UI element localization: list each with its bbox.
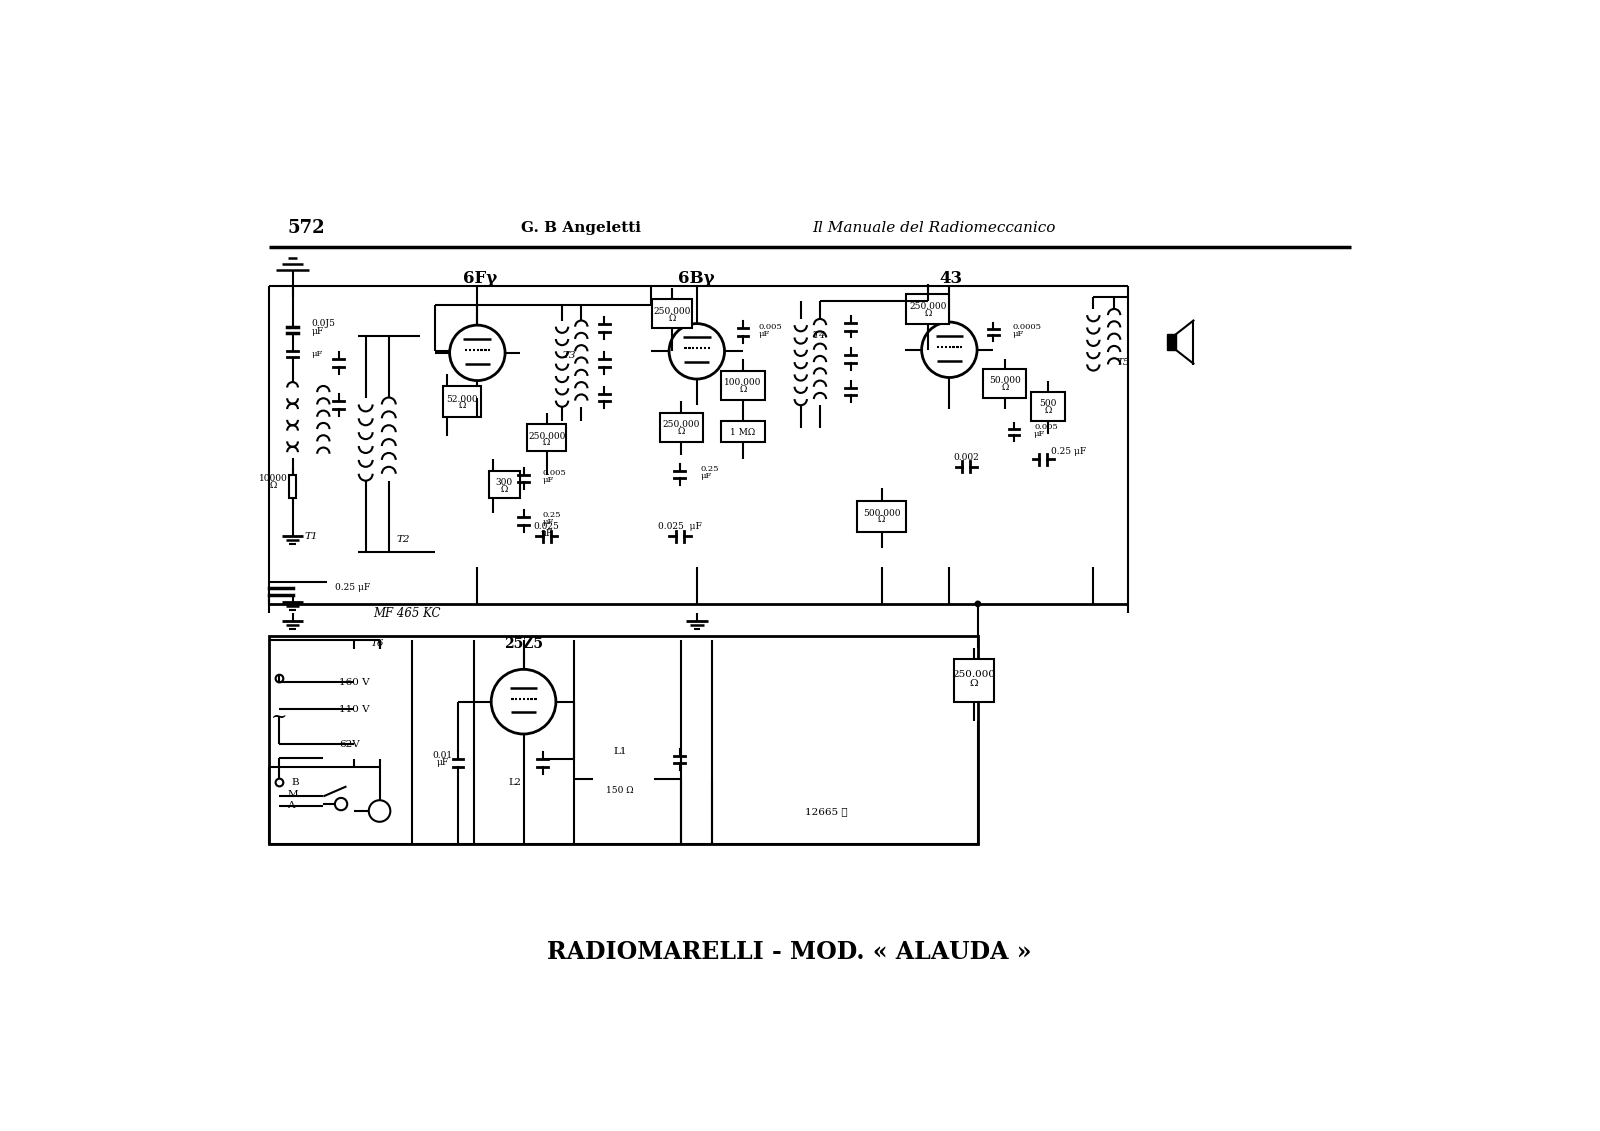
Text: B: B — [291, 778, 299, 787]
Circle shape — [491, 670, 555, 734]
Text: T6: T6 — [371, 639, 384, 648]
Circle shape — [334, 797, 347, 810]
Bar — [984, 369, 1026, 398]
Text: 6Bγ: 6Bγ — [678, 269, 715, 286]
Bar — [1030, 392, 1066, 422]
Text: 43: 43 — [939, 269, 963, 286]
Text: T3: T3 — [562, 351, 576, 360]
Bar — [954, 659, 994, 701]
Text: μF: μF — [541, 529, 552, 538]
Text: 0.25 μF: 0.25 μF — [334, 584, 370, 593]
Text: T2: T2 — [397, 535, 410, 544]
Bar — [653, 299, 693, 328]
Text: M: M — [286, 789, 298, 798]
Text: 250.000: 250.000 — [653, 307, 691, 316]
Text: Il Manuale del Radiomeccanico: Il Manuale del Radiomeccanico — [813, 222, 1056, 235]
Text: G. B Angeletti: G. B Angeletti — [522, 222, 642, 235]
Polygon shape — [1166, 335, 1176, 349]
Bar — [443, 386, 482, 416]
Text: 0.0J5: 0.0J5 — [312, 319, 336, 328]
Text: 500: 500 — [1040, 399, 1056, 408]
Text: Ω: Ω — [878, 516, 885, 525]
Text: 52.000: 52.000 — [446, 395, 478, 404]
Circle shape — [368, 801, 390, 822]
Text: 160 V: 160 V — [339, 677, 370, 687]
Text: μF: μF — [1034, 430, 1045, 438]
Text: L1: L1 — [613, 748, 627, 757]
Text: Ω: Ω — [669, 313, 675, 322]
Circle shape — [669, 323, 725, 379]
Text: μF: μF — [542, 476, 554, 484]
Text: 500.000: 500.000 — [862, 509, 901, 518]
Text: 25Z5: 25Z5 — [504, 637, 542, 651]
Text: 100.000: 100.000 — [725, 378, 762, 387]
Text: 6Fγ: 6Fγ — [462, 269, 496, 286]
Text: T1: T1 — [304, 532, 317, 541]
Bar — [528, 424, 566, 451]
Text: 250.000: 250.000 — [952, 671, 995, 680]
Text: 0.005: 0.005 — [542, 469, 566, 477]
Text: 250.000: 250.000 — [662, 420, 701, 429]
Text: 572: 572 — [286, 219, 325, 238]
Bar — [722, 371, 765, 400]
Bar — [722, 421, 765, 442]
Text: 0.005: 0.005 — [1034, 423, 1058, 431]
Text: μF: μF — [437, 758, 450, 767]
Text: Ω: Ω — [925, 309, 931, 318]
Text: 10000: 10000 — [259, 474, 288, 483]
Text: μF: μF — [701, 472, 712, 480]
Text: μF: μF — [312, 327, 325, 336]
Text: T4: T4 — [813, 331, 826, 340]
Text: 0.025: 0.025 — [534, 523, 560, 532]
Text: 62V: 62V — [339, 740, 360, 749]
Text: μF: μF — [312, 349, 323, 357]
Text: Ω: Ω — [458, 402, 466, 411]
Text: 0.002: 0.002 — [954, 454, 979, 463]
Text: Ω: Ω — [739, 385, 747, 394]
Text: μF: μF — [1013, 329, 1024, 338]
Text: 1 MΩ: 1 MΩ — [730, 428, 755, 437]
Bar — [659, 413, 702, 442]
Bar — [858, 501, 906, 532]
Text: Ω: Ω — [970, 680, 978, 689]
Text: Ω: Ω — [270, 481, 277, 490]
Bar — [906, 294, 949, 323]
Circle shape — [922, 322, 978, 378]
Text: L2: L2 — [509, 778, 522, 787]
Text: Ω: Ω — [1045, 406, 1051, 415]
Text: 300: 300 — [496, 477, 514, 486]
Circle shape — [450, 325, 506, 380]
Text: MF 465 KC: MF 465 KC — [373, 606, 442, 620]
Text: Ω: Ω — [542, 439, 550, 448]
Text: 12665 ★: 12665 ★ — [805, 808, 848, 817]
Text: Ω: Ω — [501, 485, 507, 493]
Text: 0.25: 0.25 — [701, 465, 718, 473]
Text: 0.01: 0.01 — [432, 751, 453, 760]
Bar — [288, 475, 296, 498]
Bar — [269, 637, 978, 844]
Text: 50.000: 50.000 — [989, 377, 1021, 385]
Text: μF: μF — [542, 518, 554, 526]
Text: 150 Ω: 150 Ω — [606, 786, 634, 795]
Text: ~: ~ — [272, 708, 288, 726]
Text: Ω: Ω — [678, 426, 685, 435]
Text: 0.025  μF: 0.025 μF — [658, 523, 702, 532]
Bar — [490, 470, 520, 498]
Text: 250.000: 250.000 — [528, 432, 565, 440]
Text: 250.000: 250.000 — [909, 302, 947, 311]
Text: Ω: Ω — [1002, 383, 1008, 392]
Text: μF: μF — [758, 329, 770, 338]
Text: 0.0005: 0.0005 — [1013, 322, 1042, 330]
Text: A: A — [286, 801, 294, 810]
Text: 0.25: 0.25 — [542, 511, 562, 519]
Circle shape — [976, 602, 981, 606]
Circle shape — [275, 675, 283, 682]
Text: 0.25 μF: 0.25 μF — [1051, 447, 1086, 456]
Text: T5: T5 — [1117, 359, 1130, 368]
Text: 110 V: 110 V — [339, 705, 370, 714]
Text: RADIOMARELLI - MOD. « ALAUDA »: RADIOMARELLI - MOD. « ALAUDA » — [547, 940, 1032, 964]
Text: 0.005: 0.005 — [758, 322, 782, 330]
Circle shape — [275, 778, 283, 786]
